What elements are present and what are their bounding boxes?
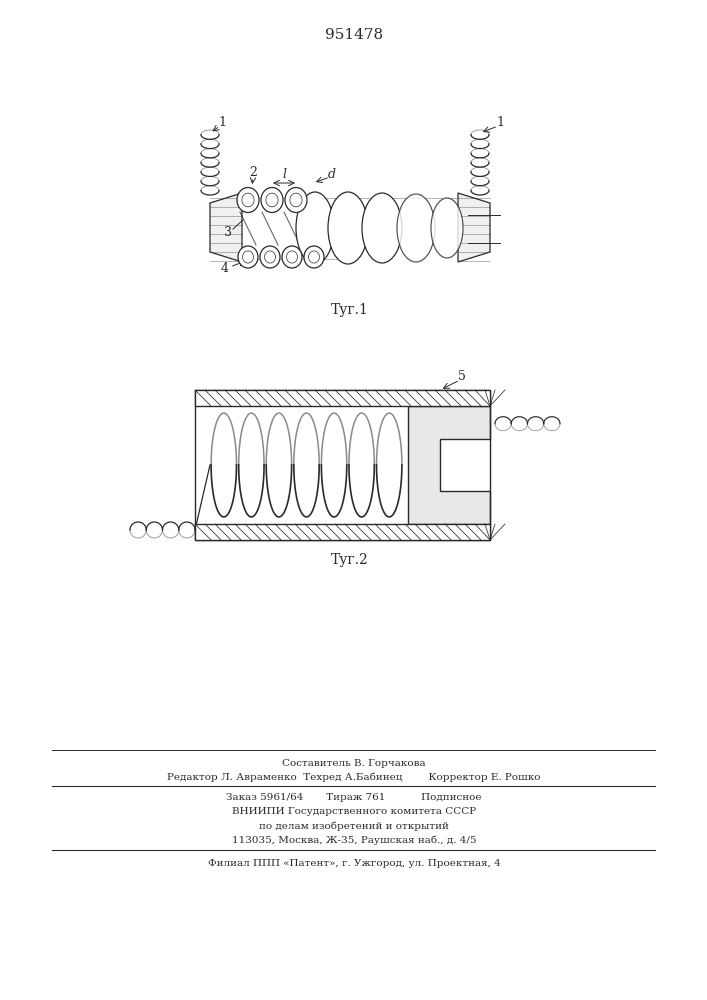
Ellipse shape [362,193,402,263]
Text: 4: 4 [221,261,229,274]
Bar [195,390,490,406]
Ellipse shape [397,194,435,262]
Text: 1: 1 [496,115,504,128]
Bar [195,524,490,540]
Polygon shape [210,193,242,262]
Polygon shape [408,406,490,524]
Text: ВНИИПИ Государственного комитета СССР: ВНИИПИ Государственного комитета СССР [232,808,476,816]
Text: l: l [282,168,286,182]
Ellipse shape [285,188,307,213]
Text: по делам изобретений и открытий: по делам изобретений и открытий [259,821,449,831]
Bar [195,390,490,540]
Text: 113035, Москва, Ж-35, Раушская наб., д. 4/5: 113035, Москва, Ж-35, Раушская наб., д. … [232,835,477,845]
Text: Τуг.2: Τуг.2 [331,553,369,567]
Text: 951478: 951478 [325,28,383,42]
Text: Τуг.1: Τуг.1 [331,303,369,317]
Text: 3: 3 [224,226,232,238]
Ellipse shape [282,246,302,268]
Polygon shape [458,193,490,262]
Ellipse shape [304,246,324,268]
Ellipse shape [328,192,368,264]
Text: Редактор Л. Авраменко  Техред А.Бабинец        Корректор Е. Рошко: Редактор Л. Авраменко Техред А.Бабинец К… [168,772,541,782]
Text: Составитель В. Горчакова: Составитель В. Горчакова [282,758,426,768]
Text: Заказ 5961/64       Тираж 761           Подписное: Заказ 5961/64 Тираж 761 Подписное [226,794,481,802]
Ellipse shape [238,246,258,268]
Text: 2: 2 [249,166,257,180]
Text: 1: 1 [218,115,226,128]
Text: Филиал ППП «Патент», г. Ужгород, ул. Проектная, 4: Филиал ППП «Патент», г. Ужгород, ул. Про… [208,858,501,867]
Ellipse shape [237,188,259,213]
Ellipse shape [431,198,463,258]
Ellipse shape [261,188,283,213]
Text: 5: 5 [458,370,466,383]
Ellipse shape [260,246,280,268]
Text: d: d [328,168,336,182]
Ellipse shape [296,192,334,264]
